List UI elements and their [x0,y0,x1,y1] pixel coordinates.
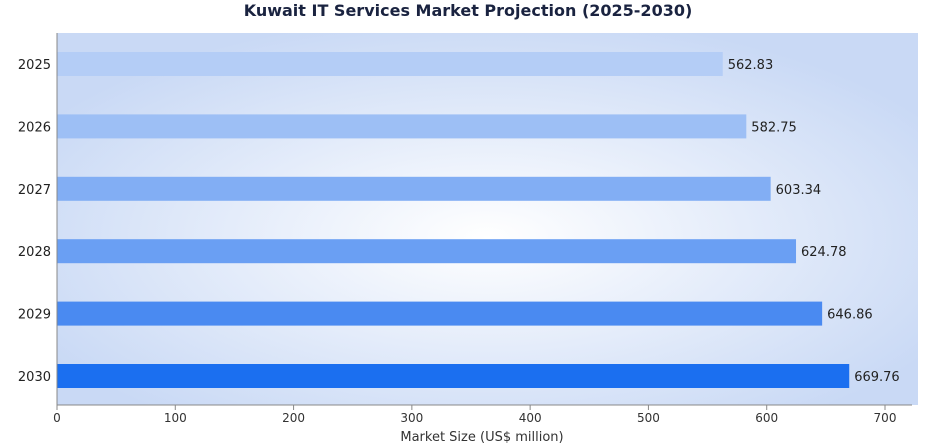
data-label-2029: 646.86 [827,308,873,323]
y-tick-label-2026: 2026 [18,120,51,135]
bar-2026 [57,114,747,139]
y-tick-label-2025: 2025 [18,58,51,73]
y-tick-label-2030: 2030 [18,370,51,385]
x-tick-label-500: 500 [637,411,660,425]
bar-2028 [57,239,797,264]
bar-2027 [57,176,771,201]
bar-2025 [57,52,723,76]
chart-title: Kuwait IT Services Market Projection (20… [243,1,693,20]
x-tick-label-400: 400 [519,411,542,425]
bar-2030 [57,364,850,388]
y-tick-label-2029: 2029 [18,308,51,323]
x-tick-label-600: 600 [755,411,778,425]
x-tick-label-300: 300 [400,411,423,425]
data-label-2028: 624.78 [801,245,847,260]
plot-area [57,33,918,405]
x-tick-label-0: 0 [53,411,61,425]
data-label-2030: 669.76 [854,370,900,385]
y-tick-label-2027: 2027 [18,183,51,198]
bar-2029 [57,301,823,326]
x-tick-label-700: 700 [874,411,897,425]
data-label-2027: 603.34 [776,183,822,198]
x-axis-label: Market Size (US$ million) [400,430,564,445]
data-label-2025: 562.83 [728,58,774,73]
x-tick-label-200: 200 [282,411,305,425]
x-tick-label-100: 100 [164,411,187,425]
data-label-2026: 582.75 [751,120,797,135]
y-tick-label-2028: 2028 [18,245,51,260]
